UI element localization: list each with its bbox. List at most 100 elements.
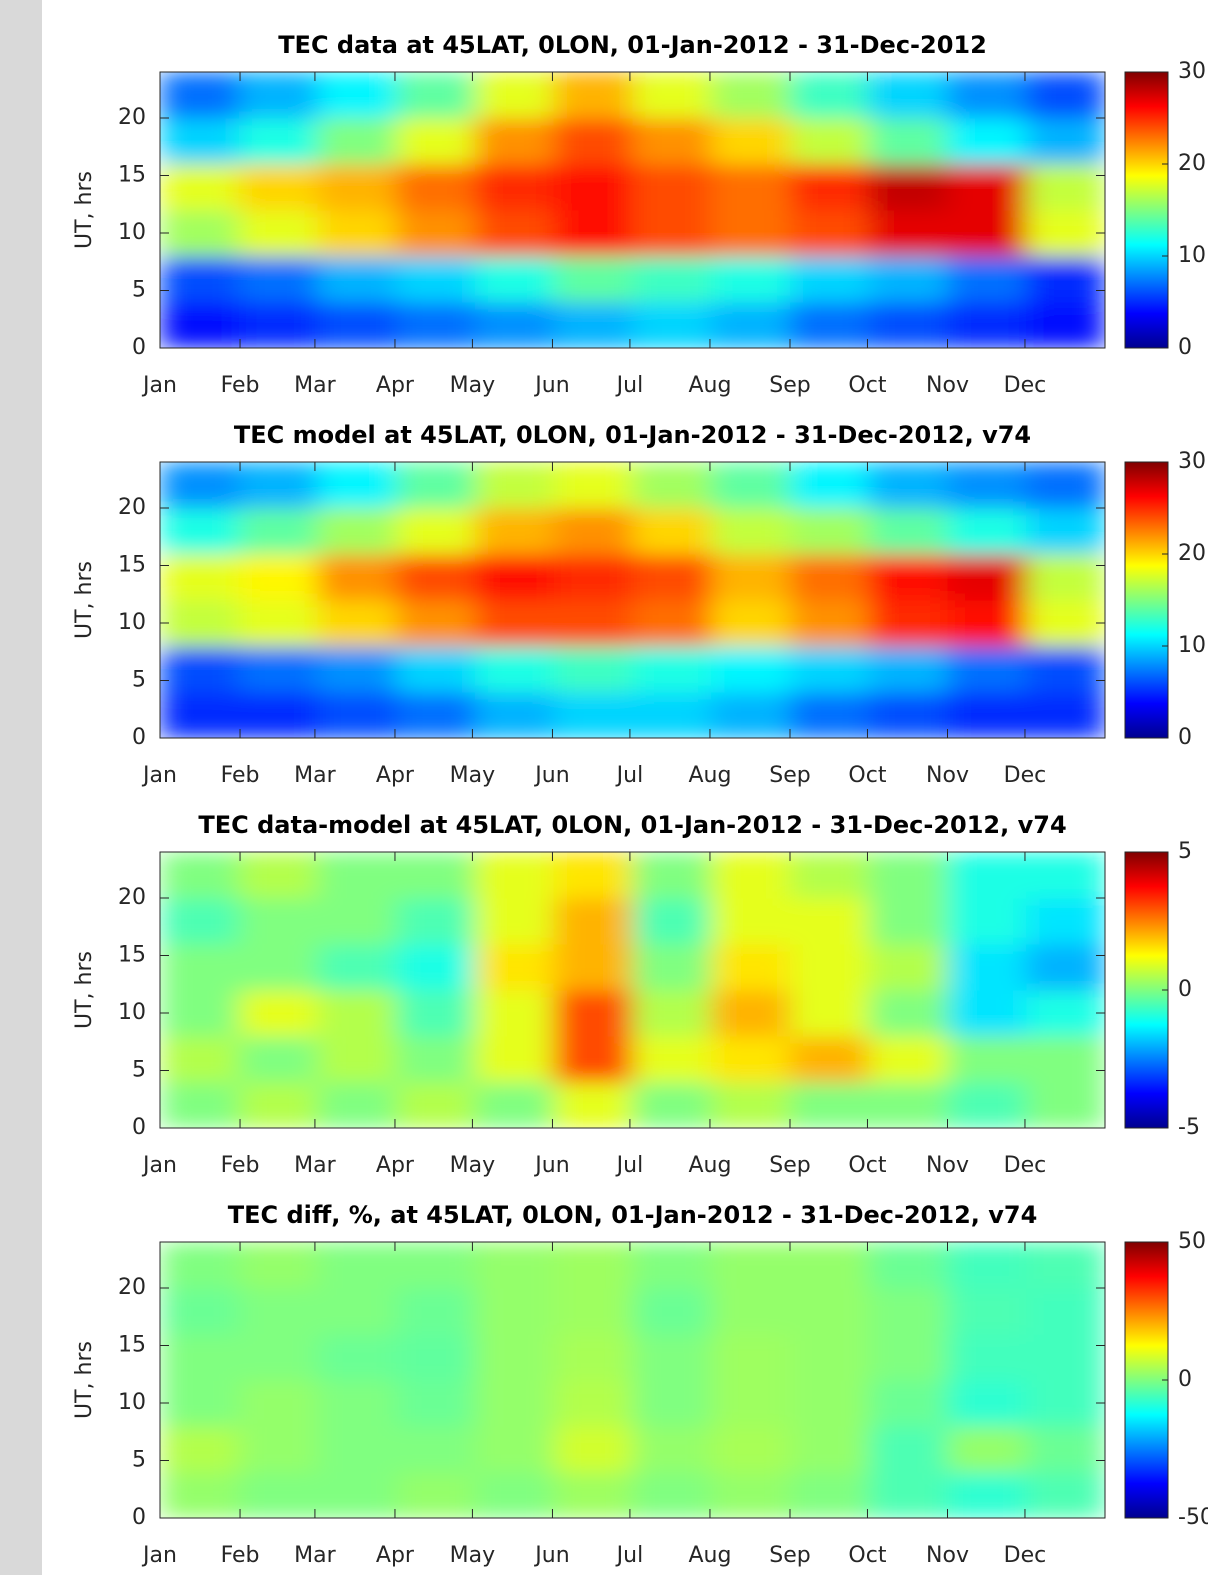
heatmap-cell <box>947 210 1027 257</box>
heatmap-cell <box>947 852 1027 899</box>
y-tick-label: 0 <box>132 335 146 360</box>
heatmap-cell <box>947 1380 1027 1427</box>
heatmap-cell <box>396 1082 476 1128</box>
heatmap-cell <box>238 1380 318 1427</box>
heatmap-cell <box>790 72 870 119</box>
heatmap-cell <box>632 302 712 348</box>
heatmap-cell <box>396 1334 476 1381</box>
heatmap-cell <box>160 852 240 899</box>
heatmap-cell <box>317 118 397 165</box>
heatmap-cell <box>396 990 476 1037</box>
heatmap-cell <box>553 646 633 693</box>
heatmap-cell <box>632 1380 712 1427</box>
x-tick-label: Jan <box>141 1543 177 1568</box>
heatmap-cell <box>396 600 476 647</box>
colorbar-tick-label: -50 <box>1178 1505 1208 1530</box>
heatmap-cell <box>632 600 712 647</box>
x-tick-label: May <box>450 373 495 398</box>
heatmap-cell <box>632 1426 712 1473</box>
heatmap-cell <box>238 944 318 991</box>
heatmap-cell <box>475 600 555 647</box>
heatmap-cell <box>711 462 791 509</box>
heatmap-cell <box>711 1426 791 1473</box>
heatmap-cell <box>396 1036 476 1083</box>
heatmap-cell <box>317 646 397 693</box>
heatmap-cell <box>711 508 791 555</box>
heatmap-cell <box>238 1082 318 1128</box>
heatmap-cell <box>790 302 870 348</box>
heatmap-cell <box>947 508 1027 555</box>
heatmap-cell <box>553 1380 633 1427</box>
colorbar-tick-label: 50 <box>1178 1229 1206 1254</box>
heatmap-cell <box>790 462 870 509</box>
x-tick-label: Jun <box>533 1153 569 1178</box>
heatmap-cell <box>396 852 476 899</box>
heatmap-cell <box>632 1334 712 1381</box>
heatmap-cell <box>790 1242 870 1289</box>
heatmap-cells <box>160 462 1105 738</box>
heatmap-cell <box>553 118 633 165</box>
heatmap-cell <box>711 118 791 165</box>
colorbar <box>1124 1241 1169 1519</box>
x-tick-label: Jan <box>141 1153 177 1178</box>
x-tick-label: Nov <box>926 763 969 788</box>
heatmap-cell <box>317 600 397 647</box>
heatmap-cell <box>1026 256 1105 303</box>
heatmap-cell <box>947 1472 1027 1518</box>
heatmap-cell <box>868 1472 948 1518</box>
heatmap-cell <box>790 646 870 693</box>
heatmap-cell <box>1026 164 1105 211</box>
heatmap-cell <box>868 692 948 738</box>
heatmap-cell <box>160 1288 240 1335</box>
heatmap-cell <box>396 462 476 509</box>
x-tick-label: Oct <box>848 1543 886 1568</box>
heatmap-cell <box>238 898 318 945</box>
x-tick-label: Mar <box>294 763 336 788</box>
heatmap-cell <box>947 118 1027 165</box>
heatmap-cell <box>947 944 1027 991</box>
heatmap-cell <box>160 462 240 509</box>
heatmap-cell <box>238 256 318 303</box>
x-tick-label: Nov <box>926 1543 969 1568</box>
heatmap-cell <box>790 1082 870 1128</box>
heatmap-cell <box>475 944 555 991</box>
heatmap-cell <box>317 1242 397 1289</box>
x-tick-label: Dec <box>1004 763 1047 788</box>
heatmap-cell <box>868 508 948 555</box>
heatmap-cell <box>317 1472 397 1518</box>
colorbar <box>1124 851 1169 1129</box>
heatmap-cell <box>396 898 476 945</box>
heatmap-layer <box>160 852 1105 1128</box>
heatmap-cell <box>317 1082 397 1128</box>
heatmap-cell <box>317 164 397 211</box>
x-tick-label: Sep <box>769 373 810 398</box>
heatmap-cells <box>160 72 1105 348</box>
colorbar-tick-label: 10 <box>1178 243 1206 268</box>
x-tick-label: Oct <box>848 1153 886 1178</box>
heatmap-cell <box>947 302 1027 348</box>
y-tick-label: 0 <box>132 1115 146 1140</box>
colorbar-tick-label: 10 <box>1178 633 1206 658</box>
heatmap-cell <box>160 1380 240 1427</box>
heatmap-cell <box>711 1334 791 1381</box>
heatmap-cell <box>475 852 555 899</box>
heatmap-cell <box>553 898 633 945</box>
heatmap-cell <box>711 600 791 647</box>
heatmap-cell <box>868 646 948 693</box>
heatmap-cell <box>553 1334 633 1381</box>
heatmap-cell <box>1026 898 1105 945</box>
heatmap-cell <box>238 508 318 555</box>
x-tick-label: Sep <box>769 763 810 788</box>
axes-box <box>159 851 1106 1129</box>
heatmap-layer <box>160 1242 1105 1518</box>
heatmap-cell <box>790 1288 870 1335</box>
heatmap-cell <box>632 118 712 165</box>
heatmap-cell <box>317 898 397 945</box>
y-tick-label: 5 <box>132 278 146 303</box>
heatmap-cell <box>475 1082 555 1128</box>
heatmap-cell <box>632 462 712 509</box>
y-tick-label: 10 <box>118 610 146 635</box>
heatmap-cell <box>396 164 476 211</box>
heatmap-cell <box>1026 1242 1105 1289</box>
heatmap-cell <box>396 118 476 165</box>
